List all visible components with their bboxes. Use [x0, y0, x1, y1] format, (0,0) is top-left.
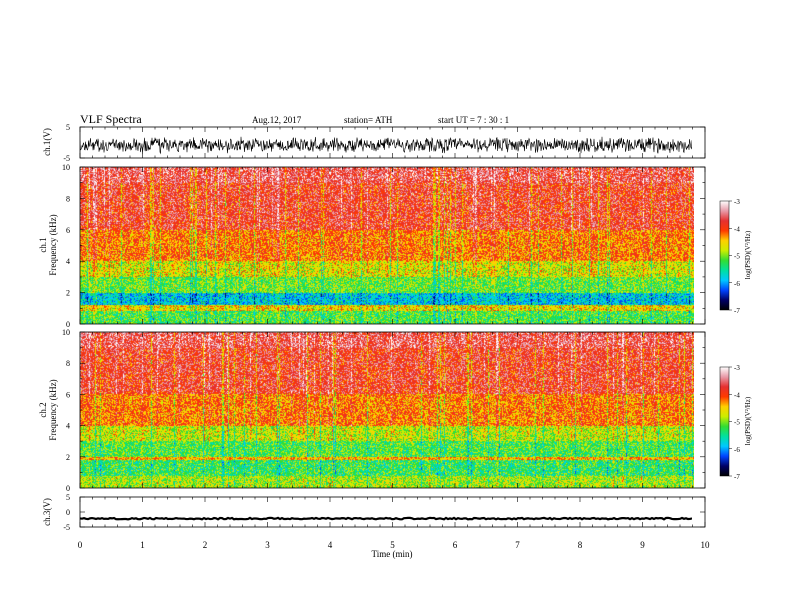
y-tick-label: 2: [66, 289, 70, 298]
colorbar-tick-label: -4: [734, 225, 740, 233]
y-tick-label: 2: [66, 453, 70, 462]
y-tick-label: 0: [66, 320, 70, 329]
colorbar-tick-label: -6: [734, 446, 740, 454]
y-tick-label: 5: [66, 123, 70, 132]
x-tick-label: 9: [640, 540, 645, 550]
x-tick-label: 6: [453, 540, 458, 550]
x-tick-label: 10: [701, 540, 711, 550]
x-tick-label: 5: [390, 540, 395, 550]
colorbar-tick-label: -4: [734, 391, 740, 399]
colorbar-tick-label: -5: [734, 253, 740, 261]
y-tick-label: 0: [66, 484, 70, 493]
y-tick-label: 6: [66, 390, 70, 399]
ch1-waveform-ylabel: ch.1(V): [42, 128, 52, 156]
y-tick-label: 4: [66, 257, 70, 266]
x-tick-label: 4: [328, 540, 333, 550]
date-label: Aug.12, 2017: [252, 115, 302, 125]
y-tick-label: 5: [66, 493, 70, 502]
colorbar-tick-label: -7: [734, 473, 740, 481]
y-tick-label: 10: [62, 163, 70, 172]
x-tick-label: 8: [578, 540, 583, 550]
y-tick-label: -5: [63, 523, 70, 532]
ch2-colorbar-label: log(PSD)(V²/Hz): [744, 396, 752, 445]
figure-title: VLF Spectra: [80, 112, 142, 126]
y-tick-label: 0: [66, 508, 70, 517]
colorbar-tick-label: -7: [734, 307, 740, 315]
y-tick-label: -5: [63, 154, 70, 163]
ch3-waveform-line: [80, 516, 692, 521]
x-tick-label: 2: [203, 540, 208, 550]
ch3-waveform-ylabel: ch.3(V): [42, 498, 52, 526]
y-tick-label: 6: [66, 226, 70, 235]
ch2-spectrogram-ylabel: ch.2Frequency (kHz): [38, 379, 58, 440]
y-tick-label: 4: [66, 422, 70, 431]
x-axis-label: Time (min): [372, 549, 413, 559]
ch2-colorbar: [720, 367, 729, 476]
colorbar-tick-label: -5: [734, 419, 740, 427]
start-time-label: start UT = 7 : 30 : 1: [438, 115, 509, 125]
x-tick-label: 7: [515, 540, 520, 550]
colorbar-tick-label: -3: [734, 364, 740, 372]
y-tick-label: 8: [66, 194, 70, 203]
colorbar-tick-label: -3: [734, 198, 740, 206]
ch2-spectrogram-image: [80, 332, 694, 488]
y-tick-label: 10: [62, 328, 70, 337]
x-tick-label: 0: [78, 540, 83, 550]
ch1-spectrogram-image: [80, 167, 694, 324]
x-tick-label: 3: [265, 540, 270, 550]
ch1-colorbar-label: log(PSD)(V²/Hz): [744, 230, 752, 279]
ch1-colorbar: [720, 201, 729, 310]
colorbar-tick-label: -6: [734, 280, 740, 288]
station-label: station= ATH: [344, 115, 393, 125]
x-tick-label: 1: [140, 540, 145, 550]
y-tick-label: 8: [66, 359, 70, 368]
ch1-spectrogram-ylabel: ch.1Frequency (kHz): [38, 214, 58, 275]
ch1-waveform-line: [80, 136, 692, 155]
axes-layer: 0 1 2 3 4 5 6 7 8 9 105-550-502468100246810-3-4-5-…: [62, 123, 740, 550]
